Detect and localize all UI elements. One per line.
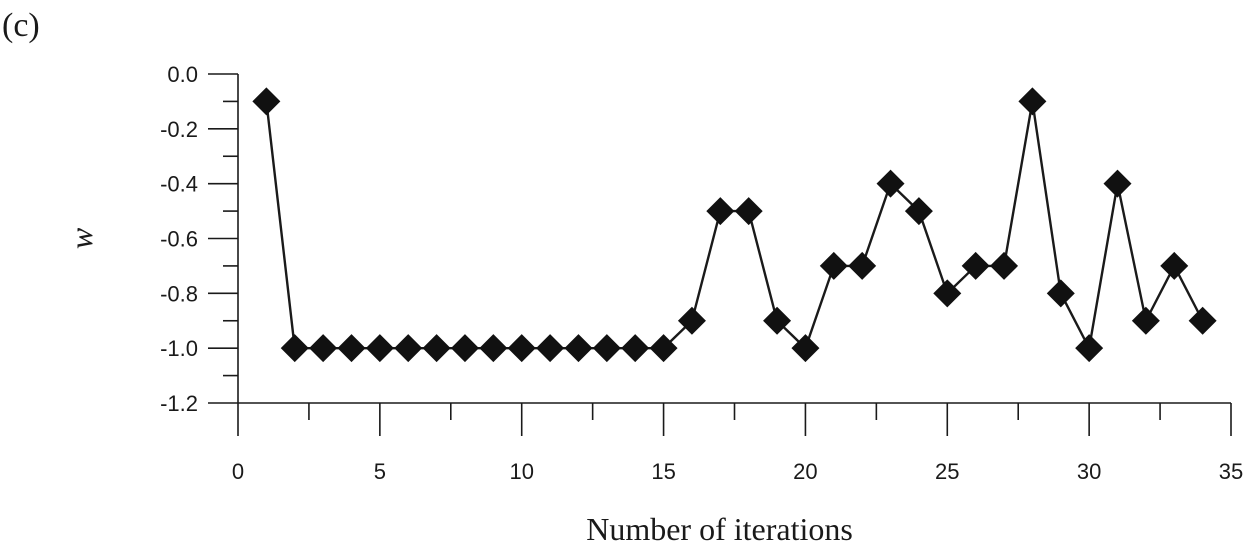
- data-point-marker: [394, 334, 423, 363]
- data-point-marker: [1188, 306, 1217, 335]
- data-point-marker: [536, 334, 565, 363]
- data-point-marker: [1075, 334, 1104, 363]
- data-point-marker: [422, 334, 451, 363]
- data-point-marker: [791, 334, 820, 363]
- data-point-marker: [1131, 306, 1160, 335]
- data-point-marker: [990, 251, 1019, 280]
- data-point-marker: [819, 251, 848, 280]
- x-tick-label: 25: [935, 459, 959, 484]
- y-tick-label: -1.0: [160, 336, 198, 361]
- data-point-marker: [848, 251, 877, 280]
- series-line: [265, 101, 1204, 352]
- x-tick-label: 10: [509, 459, 533, 484]
- x-tick-label: 0: [232, 459, 244, 484]
- data-point-marker: [961, 251, 990, 280]
- data-point-marker: [309, 334, 338, 363]
- data-point-marker: [734, 197, 763, 226]
- data-series: [252, 87, 1217, 363]
- data-point-marker: [479, 334, 508, 363]
- x-tick-label: 15: [651, 459, 675, 484]
- data-point-marker: [280, 334, 309, 363]
- data-point-marker: [876, 169, 905, 198]
- x-axis-label: Number of iterations: [586, 511, 853, 547]
- data-point-marker: [1046, 279, 1075, 308]
- data-point-marker: [507, 334, 536, 363]
- data-point-marker: [649, 334, 678, 363]
- data-point-marker: [252, 87, 281, 116]
- data-point-marker: [933, 279, 962, 308]
- data-point-marker: [1018, 87, 1047, 116]
- data-point-marker: [763, 306, 792, 335]
- y-tick-label: 0.0: [167, 62, 198, 87]
- data-point-marker: [677, 306, 706, 335]
- axes: 0.0 -0.2 -0.4 -0.6 -0.8 -1.0 -1.2 0 5 10 15 20 25 30 3…: [160, 62, 1243, 484]
- panel-label: (c): [2, 7, 40, 44]
- data-point-marker: [564, 334, 593, 363]
- y-tick-label: -0.4: [160, 172, 198, 197]
- x-tick-label: 20: [793, 459, 817, 484]
- y-tick-label: -0.8: [160, 281, 198, 306]
- x-tick-label: 30: [1077, 459, 1101, 484]
- data-point-marker: [450, 334, 479, 363]
- x-tick-label: 5: [374, 459, 386, 484]
- data-point-marker: [904, 197, 933, 226]
- x-tick-label: 35: [1219, 459, 1243, 484]
- data-point-marker: [621, 334, 650, 363]
- data-point-marker: [337, 334, 366, 363]
- y-tick-label: -1.2: [160, 391, 198, 416]
- y-axis-label: w: [63, 227, 99, 249]
- data-point-marker: [706, 197, 735, 226]
- data-point-marker: [592, 334, 621, 363]
- y-tick-label: -0.2: [160, 117, 198, 142]
- y-tick-label: -0.6: [160, 227, 198, 252]
- data-point-marker: [365, 334, 394, 363]
- data-point-marker: [1103, 169, 1132, 198]
- data-point-marker: [1160, 251, 1189, 280]
